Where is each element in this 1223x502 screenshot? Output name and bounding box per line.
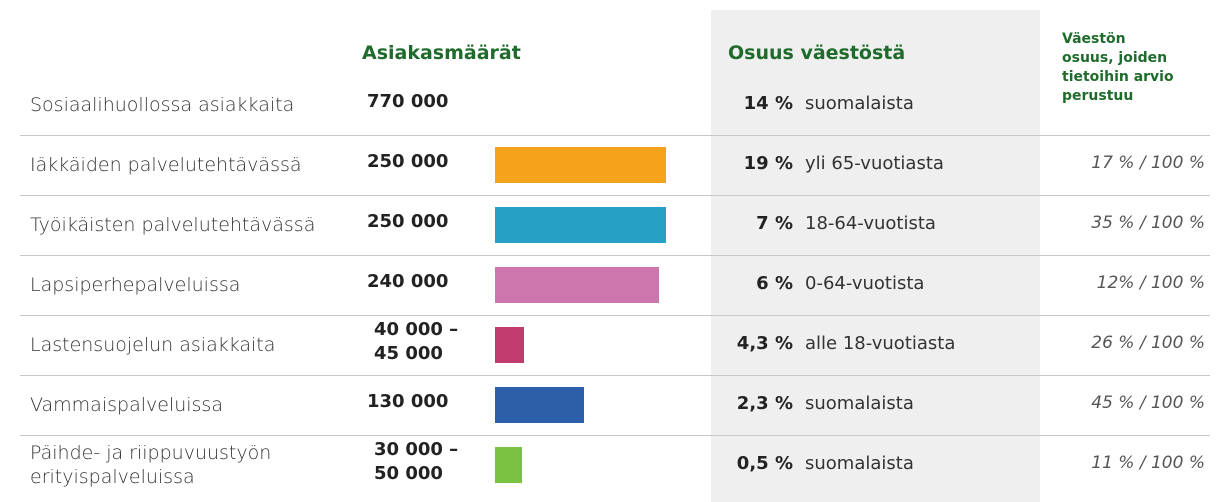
share-value: 2,3 % — [736, 393, 793, 414]
share-value: 6 % — [756, 273, 793, 294]
row-separator — [20, 255, 1210, 256]
basis-header-line: osuus, joiden — [1062, 50, 1168, 66]
share-value: 4,3 % — [736, 333, 793, 354]
row-separator — [20, 195, 1210, 196]
share-text: yli 65-vuotiasta — [805, 153, 944, 174]
bar — [495, 207, 666, 243]
row-count-line: 50 000 — [374, 463, 443, 484]
row-label-line: Lapsiperhepalveluissa — [30, 274, 241, 296]
row-count-line: 770 000 — [367, 91, 449, 112]
row-label: Työikäisten palvelutehtävässä — [30, 213, 315, 237]
row-count-line: 250 000 — [367, 211, 449, 232]
basis-value: 26 % / 100 % — [1091, 333, 1205, 353]
row-label: Lapsiperhepalveluissa — [30, 273, 240, 297]
bar — [495, 267, 660, 303]
basis-value: 12% / 100 % — [1096, 273, 1205, 293]
basis-header-line: perustuu — [1062, 88, 1134, 104]
bar — [495, 147, 666, 183]
share-text: alle 18-vuotiasta — [805, 333, 956, 354]
row-separator — [20, 135, 1210, 136]
row-count-line: 250 000 — [367, 151, 449, 172]
row-separator — [20, 435, 1210, 436]
row-count-line: 40 000 – — [374, 319, 459, 340]
share-text: suomalaista — [805, 93, 914, 114]
row-count-line: 240 000 — [367, 271, 449, 292]
row-count: 240 000 — [367, 270, 448, 294]
share-text: suomalaista — [805, 453, 914, 474]
share-value: 19 % — [743, 153, 793, 174]
row-label-line: Sosiaalihuollossa asiakkaita — [30, 94, 295, 116]
share-header: Osuus väestöstä — [728, 42, 906, 64]
count-header: Asiakasmäärät — [362, 42, 521, 64]
row-count-line: 45 000 — [374, 343, 443, 364]
row-count: 770 000 — [367, 90, 448, 114]
basis-value: 35 % / 100 % — [1091, 213, 1205, 233]
share-value: 14 % — [743, 93, 793, 114]
basis-value: 45 % / 100 % — [1091, 393, 1205, 413]
basis-value: 17 % / 100 % — [1091, 153, 1205, 173]
row-count: 30 000 – 50 000 — [374, 438, 458, 486]
basis-header: Väestön osuus, joiden tietoihin arvio perus… — [1062, 30, 1174, 106]
row-label: Iäkkäiden palvelutehtävässä — [30, 153, 302, 177]
row-label: Sosiaalihuollossa asiakkaita — [30, 93, 294, 117]
basis-header-line: tietoihin arvio — [1062, 69, 1174, 85]
share-value: 0,5 % — [736, 453, 793, 474]
row-label-line: Lastensuojelun asiakkaita — [30, 334, 276, 356]
row-separator — [20, 375, 1210, 376]
basis-header-line: Väestön — [1062, 31, 1126, 47]
row-count: 250 000 — [367, 150, 448, 174]
bar — [495, 327, 525, 363]
row-count: 250 000 — [367, 210, 448, 234]
share-text: 0-64-vuotista — [805, 273, 925, 294]
row-count-line: 130 000 — [367, 391, 449, 412]
row-label-line: erityispalveluissa — [30, 466, 195, 488]
bar — [495, 447, 523, 483]
row-label-line: Vammaispalveluissa — [30, 394, 223, 416]
row-count: 40 000 – 45 000 — [374, 318, 458, 366]
row-separator — [20, 315, 1210, 316]
row-label: Vammaispalveluissa — [30, 393, 223, 417]
basis-value: 11 % / 100 % — [1091, 453, 1205, 473]
row-label: Päihde- ja riippuvuustyön erityispalvelui… — [30, 441, 271, 489]
row-count: 130 000 — [367, 390, 448, 414]
share-text: suomalaista — [805, 393, 914, 414]
row-label-line: Työikäisten palvelutehtävässä — [30, 214, 316, 236]
row-label-line: Päihde- ja riippuvuustyön — [30, 442, 272, 464]
share-column-bg — [711, 10, 1040, 502]
row-count-line: 30 000 – — [374, 439, 459, 460]
share-value: 7 % — [756, 213, 793, 234]
row-label-line: Iäkkäiden palvelutehtävässä — [30, 154, 302, 176]
row-label: Lastensuojelun asiakkaita — [30, 333, 275, 357]
bar — [495, 387, 584, 423]
share-text: 18-64-vuotista — [805, 213, 936, 234]
